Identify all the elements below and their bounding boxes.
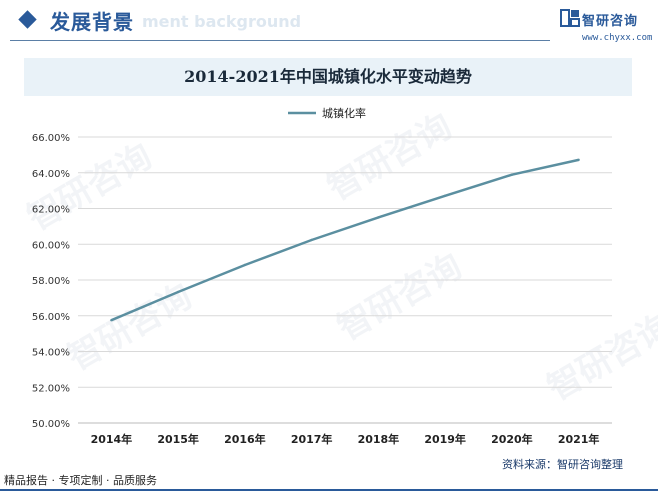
- data-point: [176, 290, 180, 294]
- y-tick-label: 62.00%: [32, 205, 70, 216]
- data-point: [443, 194, 447, 198]
- y-tick-label: 58.00%: [32, 276, 70, 287]
- header-divider: [10, 40, 550, 41]
- y-tick-label: 52.00%: [32, 383, 70, 394]
- x-tick-label: 2018年: [358, 432, 400, 446]
- legend-label: 城镇化率: [322, 106, 366, 120]
- brand-name: 智研咨询: [582, 14, 639, 29]
- data-point: [110, 319, 113, 322]
- page-header: 发展背景 ment background 智研咨询 www.chyxx.com: [0, 0, 658, 44]
- page-title: 发展背景: [50, 10, 134, 34]
- y-tick-label: 66.00%: [32, 133, 70, 144]
- x-tick-label: 2021年: [558, 432, 600, 446]
- chart-title: 2014-2021年中国城镇化水平变动趋势: [184, 67, 472, 86]
- ghost-subtitle: ment background: [142, 12, 302, 31]
- footer-slogan: 精品报告 · 专项定制 · 品质服务: [4, 474, 157, 487]
- data-point: [243, 263, 247, 267]
- x-tick-label: 2015年: [157, 432, 199, 446]
- data-point: [310, 238, 313, 242]
- y-tick-label: 56.00%: [32, 312, 70, 323]
- y-tick-label: 60.00%: [32, 240, 70, 251]
- data-point: [377, 216, 380, 219]
- y-tick-label: 50.00%: [32, 419, 70, 430]
- x-tick-label: 2016年: [224, 432, 266, 446]
- x-tick-label: 2014年: [91, 432, 133, 446]
- x-tick-label: 2020年: [491, 432, 533, 446]
- chart-title-bar: 2014-2021年中国城镇化水平变动趋势: [24, 58, 632, 96]
- x-tick-label: 2019年: [424, 432, 466, 446]
- y-tick-label: 64.00%: [32, 169, 70, 180]
- source-note: 资料来源：智研咨询整理: [502, 458, 623, 471]
- data-point: [510, 173, 514, 176]
- x-tick-label: 2017年: [291, 432, 333, 446]
- footer-line: [0, 489, 658, 491]
- brand-url: www.chyxx.com: [582, 33, 653, 43]
- y-tick-label: 54.00%: [32, 348, 70, 359]
- series-line: [110, 158, 579, 322]
- brand-logo-icon: [560, 9, 580, 27]
- data-point: [577, 158, 580, 162]
